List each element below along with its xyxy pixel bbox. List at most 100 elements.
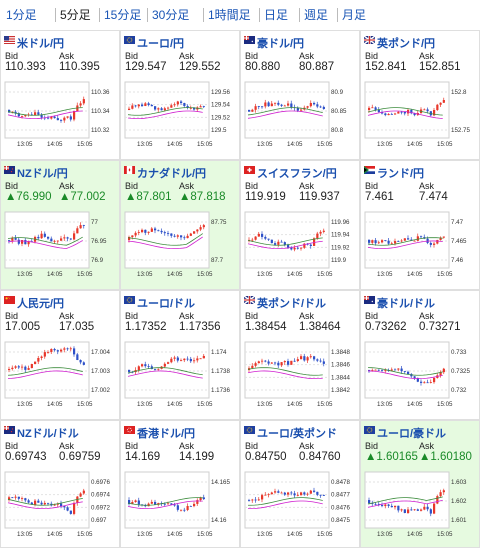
pair-name[interactable]: スイスフラン/円: [257, 168, 337, 180]
mini-chart[interactable]: 152.8 152.75 13:05 14:05 15:05: [363, 78, 477, 154]
tab-3[interactable]: 30分足: [152, 8, 190, 22]
x-tick-label: 14:05: [407, 401, 423, 408]
pair-name[interactable]: ユーロ/豪ドル: [377, 428, 447, 440]
candle-body: [157, 503, 160, 505]
candle-body: [66, 237, 69, 239]
candle-body: [429, 509, 432, 514]
mini-chart[interactable]: 80.9 80.85 80.8 13:05 14:05 15:05: [243, 78, 357, 154]
y-tick-label: 87.7: [211, 257, 224, 264]
tab-7[interactable]: 月足: [342, 8, 367, 22]
candle-body: [199, 227, 202, 230]
bid-value: 110.393: [5, 61, 46, 73]
pair-name[interactable]: NZドル/ドル: [17, 428, 79, 440]
rate-card[interactable]: 英ポンド/ドル Bid Ask 1.38454 1.38464 1.3848 1.3846 1…: [240, 290, 360, 420]
ask-label: Ask: [179, 51, 195, 61]
moving-average-short: [127, 107, 203, 116]
candle-body: [30, 364, 33, 369]
rate-card[interactable]: 香港ドル/円 Bid Ask 14.169 14.199 14.165 14.16 13:05…: [120, 420, 240, 548]
mini-chart[interactable]: 0.6976 0.6974 0.6972 0.697 13:05 14:05 15:05: [3, 468, 117, 544]
candle-body: [76, 354, 79, 361]
candle-body: [141, 229, 144, 233]
mini-chart[interactable]: 7.47 7.465 7.46 13:05 14:05 15:05: [363, 208, 477, 284]
candle-body: [400, 111, 403, 113]
rate-card[interactable]: 米ドル/円 Bid Ask 110.393 110.395 110.36 110.34 110…: [0, 30, 120, 160]
pair-name[interactable]: 豪ドル/ドル: [377, 298, 436, 310]
mini-chart[interactable]: 14.165 14.16 13:05 14:05 15:05: [123, 468, 237, 544]
rate-card[interactable]: ランド/円 Bid Ask 7.461 7.474 7.47 7.465 7.46 13:05 1…: [360, 160, 480, 290]
mini-chart[interactable]: 17.004 17.003 17.002 13:05 14:05 15:05: [3, 338, 117, 414]
mini-chart[interactable]: 119.96 119.94 119.92 119.9 13:05 14:05 15:05: [243, 208, 357, 284]
tab-0[interactable]: 1分足: [6, 8, 37, 22]
pair-name[interactable]: 豪ドル/円: [257, 38, 305, 50]
chart-plot-area: [364, 211, 450, 269]
candle-body: [267, 361, 270, 364]
candle-body: [371, 240, 374, 243]
candle-body: [50, 238, 53, 242]
rate-card[interactable]: 豪ドル/円 Bid Ask 80.880 80.887 80.9 80.85 80.8 13:0…: [240, 30, 360, 160]
pair-name[interactable]: 英ポンド/円: [377, 38, 436, 50]
moving-average-short: [7, 367, 83, 376]
rate-card[interactable]: カナダドル/円 Bid Ask ▲87.801 ▲87.818 87.75 87.7 13:0…: [120, 160, 240, 290]
x-tick-label: 13:05: [17, 141, 33, 148]
candle-body: [193, 503, 196, 507]
candle-body: [144, 364, 147, 367]
pair-name[interactable]: ユーロ/円: [137, 38, 185, 50]
mini-chart[interactable]: 0.733 0.7325 0.732 13:05 14:05 15:05: [363, 338, 477, 414]
tab-4[interactable]: 1時間足: [208, 8, 251, 22]
mini-chart[interactable]: 87.75 87.7 13:05 14:05 15:05: [123, 208, 237, 284]
candle-body: [300, 492, 303, 495]
rate-card[interactable]: ユーロ/英ポンド Bid Ask 0.84750 0.84760 0.8478 0.8477…: [240, 420, 360, 548]
tab-6[interactable]: 週足: [304, 8, 329, 22]
mini-chart[interactable]: 1.3848 1.3846 1.3844 1.3842 13:05 14:05 15:05: [243, 338, 357, 414]
y-tick-label: 0.7325: [451, 368, 470, 375]
x-tick-label: 15:05: [437, 531, 453, 538]
mini-chart[interactable]: 1.603 1.602 1.601 13:05 14:05 15:05: [363, 468, 477, 544]
rate-card[interactable]: 人民元/円 Bid Ask 17.005 17.035 17.004 17.003 17.00…: [0, 290, 120, 420]
rate-card[interactable]: NZドル/円 Bid Ask ▲76.990 ▲77.002 77 76.95 76.9 13:…: [0, 160, 120, 290]
tab-1[interactable]: 5分足: [60, 8, 91, 22]
pair-name[interactable]: ユーロ/英ポンド: [257, 428, 338, 440]
mini-chart[interactable]: 1.174 1.1738 1.1736 13:05 14:05 15:05: [123, 338, 237, 414]
pair-name[interactable]: 人民元/円: [17, 298, 65, 310]
candle-body: [410, 109, 413, 114]
candle-body: [390, 505, 393, 508]
tab-5[interactable]: 日足: [264, 8, 289, 22]
moving-average-short: [127, 233, 203, 246]
x-tick-label: 15:05: [437, 401, 453, 408]
pair-name[interactable]: 英ポンド/ドル: [257, 298, 327, 310]
x-tick-label: 15:05: [437, 271, 453, 278]
x-tick-label: 13:05: [257, 401, 273, 408]
pair-name[interactable]: カナダドル/円: [137, 168, 207, 180]
pair-name[interactable]: NZドル/円: [17, 168, 68, 180]
candle-body: [316, 491, 319, 495]
mini-chart[interactable]: 129.56 129.54 129.52 129.5 13:05 14:05 15:05: [123, 78, 237, 154]
x-tick-label: 15:05: [77, 141, 93, 148]
bid-value: 0.73262: [365, 321, 407, 333]
candle-body: [293, 493, 296, 496]
tab-2[interactable]: 15分足: [104, 8, 142, 22]
candle-body: [183, 103, 186, 106]
mini-chart[interactable]: 0.8478 0.8477 0.8476 0.8475 13:05 14:05 15:05: [243, 468, 357, 544]
pair-name[interactable]: ユーロ/ドル: [137, 298, 196, 310]
candle-body: [14, 366, 17, 368]
candle-body: [319, 231, 322, 234]
chart-plot-area: [364, 471, 450, 529]
moving-average-short: [247, 367, 323, 376]
bid-label: Bid: [125, 441, 139, 451]
rate-card[interactable]: ユーロ/ドル Bid Ask 1.17352 1.17356 1.174 1.1738 1.1…: [120, 290, 240, 420]
candle-body: [290, 492, 293, 494]
ask-label: Ask: [299, 311, 315, 321]
mini-chart[interactable]: 77 76.95 76.9 13:05 14:05 15:05: [3, 208, 117, 284]
mini-chart[interactable]: 110.36 110.34 110.32 13:05 14:05 15:05: [3, 78, 117, 154]
rate-card[interactable]: ユーロ/豪ドル Bid Ask ▲1.60165 ▲1.60180 1.603 1.602 1…: [360, 420, 480, 548]
candle-body: [416, 509, 419, 511]
pair-name[interactable]: 香港ドル/円: [137, 428, 196, 440]
rate-card[interactable]: 豪ドル/ドル Bid Ask 0.73262 0.73271 0.733 0.7325 0.7…: [360, 290, 480, 420]
candle-body: [439, 237, 442, 240]
pair-name[interactable]: 米ドル/円: [17, 38, 65, 50]
rate-card[interactable]: ユーロ/円 Bid Ask 129.547 129.552 129.56 129.54 129…: [120, 30, 240, 160]
rate-card[interactable]: スイスフラン/円 Bid Ask 119.919 119.937 119.96 119.94…: [240, 160, 360, 290]
pair-name[interactable]: ランド/円: [377, 168, 425, 180]
rate-card[interactable]: NZドル/ドル Bid Ask 0.69743 0.69759 0.6976 0.6974 0…: [0, 420, 120, 548]
rate-card[interactable]: 英ポンド/円 Bid Ask 152.841 152.851 152.8 152.75 13:…: [360, 30, 480, 160]
